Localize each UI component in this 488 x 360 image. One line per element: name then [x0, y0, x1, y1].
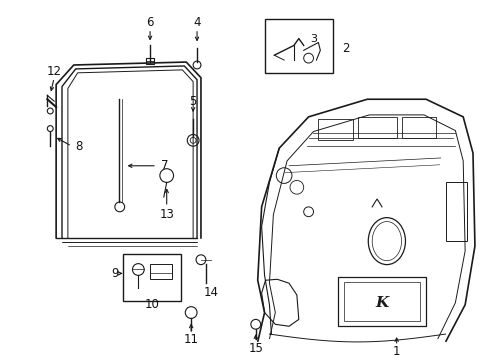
- Text: 6: 6: [146, 17, 154, 30]
- Text: 13: 13: [159, 208, 174, 221]
- Bar: [150, 264, 171, 279]
- Bar: [122, 254, 181, 301]
- Text: 2: 2: [341, 42, 349, 55]
- Text: 3: 3: [309, 33, 316, 44]
- Bar: [357, 117, 396, 138]
- Text: 7: 7: [161, 159, 168, 172]
- Text: 10: 10: [144, 298, 159, 311]
- Text: 1: 1: [392, 345, 400, 358]
- Text: 12: 12: [46, 66, 61, 78]
- Text: K: K: [375, 296, 388, 310]
- Bar: [264, 19, 332, 73]
- Text: 5: 5: [189, 95, 196, 108]
- Text: 4: 4: [193, 17, 201, 30]
- Text: 14: 14: [203, 287, 218, 300]
- Text: 15: 15: [248, 342, 263, 355]
- Text: 9: 9: [111, 267, 119, 280]
- Bar: [343, 282, 419, 321]
- Bar: [146, 58, 154, 64]
- Bar: [337, 277, 425, 326]
- Text: 8: 8: [75, 140, 82, 153]
- Text: 11: 11: [183, 333, 198, 346]
- Bar: [318, 119, 352, 140]
- Bar: [401, 117, 435, 138]
